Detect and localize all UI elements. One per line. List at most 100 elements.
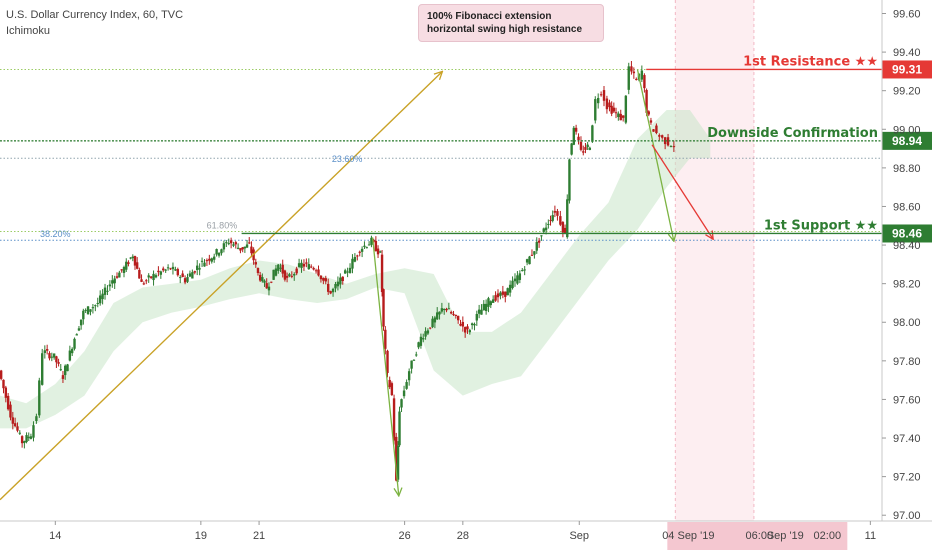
candle-body bbox=[215, 249, 218, 255]
level-label-2: 1st Support ★★ bbox=[764, 218, 878, 233]
candle-body bbox=[140, 279, 143, 282]
candle-body bbox=[243, 246, 247, 249]
time-highlight-box bbox=[667, 522, 848, 550]
x-tick-label: 14 bbox=[49, 530, 61, 542]
candle-body bbox=[501, 291, 505, 295]
x-tick-label: Sep bbox=[569, 530, 589, 542]
candle-body bbox=[379, 251, 382, 253]
candle-body bbox=[672, 146, 676, 148]
candle-body bbox=[122, 267, 126, 273]
candle-body bbox=[66, 364, 69, 372]
y-tick-label: 98.80 bbox=[893, 163, 921, 175]
candle-body bbox=[239, 248, 242, 251]
candle-body bbox=[327, 283, 330, 292]
candle-body bbox=[584, 147, 587, 150]
candle-body bbox=[605, 98, 609, 110]
candle-body bbox=[198, 268, 201, 270]
fibonacci-callout: 100% Fibonacci extension horizontal swin… bbox=[418, 4, 604, 42]
candle-body bbox=[521, 270, 524, 272]
x-tick-label: 19 bbox=[195, 530, 207, 542]
candle-body bbox=[445, 308, 448, 311]
price-tag-text-0: 99.31 bbox=[892, 62, 922, 76]
candle-body bbox=[236, 247, 240, 249]
candle-body bbox=[431, 318, 434, 328]
candle-body bbox=[473, 324, 476, 326]
candle-body bbox=[89, 309, 92, 312]
candle-body bbox=[171, 266, 175, 270]
candle-body bbox=[422, 338, 425, 340]
candle-body bbox=[382, 289, 385, 327]
candle-body bbox=[314, 270, 318, 272]
candle-body bbox=[363, 245, 366, 247]
candle-body bbox=[20, 436, 24, 444]
candle-body bbox=[254, 262, 257, 265]
candle-body bbox=[624, 95, 628, 123]
candle-body bbox=[232, 244, 235, 246]
candle-body bbox=[261, 277, 264, 282]
candle-body bbox=[152, 273, 155, 281]
candle-body bbox=[174, 269, 177, 271]
candle-body bbox=[602, 90, 606, 101]
candle-body bbox=[25, 435, 28, 442]
candle-body bbox=[16, 426, 19, 431]
y-tick-label: 97.40 bbox=[893, 433, 921, 445]
candle-body bbox=[632, 71, 636, 74]
y-tick-label: 97.20 bbox=[893, 472, 921, 484]
candle-body bbox=[348, 267, 352, 273]
y-tick-label: 99.20 bbox=[893, 86, 921, 98]
candle-body bbox=[300, 262, 303, 269]
candle-body bbox=[535, 241, 538, 251]
candle-body bbox=[120, 269, 123, 271]
uptrend-arrow bbox=[0, 71, 442, 501]
candle-body bbox=[577, 136, 580, 141]
candle-body bbox=[461, 321, 465, 327]
candle-body bbox=[396, 445, 400, 480]
candle-body bbox=[52, 353, 56, 358]
candle-body bbox=[470, 323, 474, 326]
candle-body bbox=[263, 280, 266, 283]
candle-body bbox=[374, 240, 378, 252]
candle-body bbox=[370, 237, 373, 245]
candle-body bbox=[245, 244, 249, 248]
candle-body bbox=[438, 311, 441, 315]
candle-body bbox=[55, 356, 58, 363]
candle-body bbox=[666, 137, 670, 146]
candle-body bbox=[305, 262, 308, 264]
candle-body bbox=[129, 257, 132, 259]
candle-body bbox=[210, 258, 213, 262]
candle-body bbox=[200, 260, 204, 262]
candle-body bbox=[395, 436, 398, 481]
price-tag-2 bbox=[882, 224, 932, 243]
fib-label-0: 23.60% bbox=[332, 154, 363, 164]
candle-body bbox=[108, 284, 112, 287]
candle-body bbox=[23, 441, 26, 444]
candle-body bbox=[447, 308, 451, 310]
candle-body bbox=[612, 107, 616, 112]
candle-body bbox=[436, 312, 439, 320]
candle-body bbox=[537, 240, 541, 243]
candle-body bbox=[256, 267, 260, 274]
candle-body bbox=[556, 211, 559, 216]
candle-body bbox=[572, 127, 576, 145]
candle-body bbox=[599, 94, 603, 96]
candle-body bbox=[424, 331, 427, 337]
candle-body bbox=[559, 216, 562, 225]
candle-body bbox=[118, 272, 121, 278]
candle-body bbox=[412, 359, 416, 361]
candle-body bbox=[157, 270, 160, 273]
candle-body bbox=[11, 417, 15, 424]
candle-body bbox=[480, 309, 483, 315]
candle-body bbox=[419, 336, 423, 346]
candle-body bbox=[82, 310, 85, 320]
candle-body bbox=[295, 268, 298, 274]
candle-body bbox=[159, 271, 163, 275]
candle-body bbox=[380, 254, 384, 293]
candle-body bbox=[162, 268, 165, 271]
candle-body bbox=[647, 111, 650, 115]
candle-body bbox=[125, 261, 128, 270]
candle-body bbox=[343, 270, 347, 274]
candle-body bbox=[279, 267, 282, 269]
candle-body bbox=[456, 315, 460, 321]
